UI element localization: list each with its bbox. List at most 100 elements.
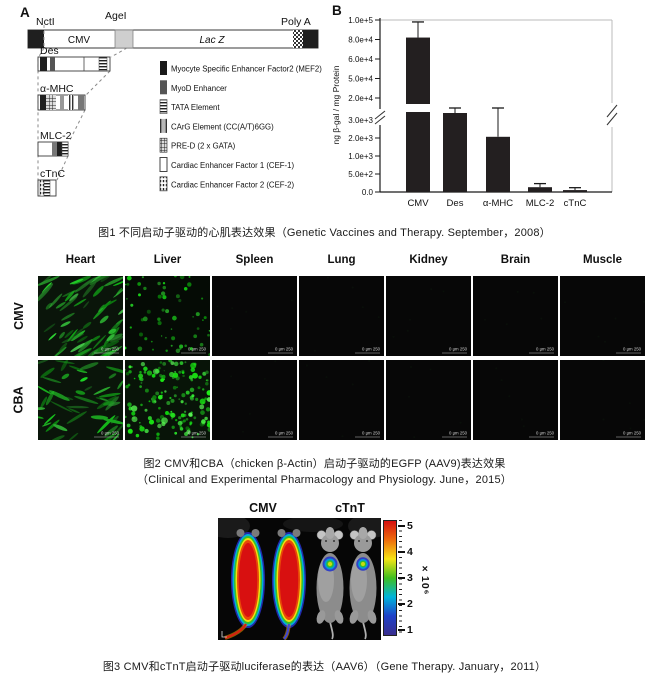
- scale-bar-text: 0 µm 250: [623, 431, 642, 436]
- legend-item-6: Cardiac Enhancer Factor 1 (CEF-1): [159, 157, 294, 172]
- micrograph-cba-kidney: 0 µm 250: [386, 360, 471, 440]
- row-label-cba: CBA: [4, 360, 34, 440]
- bar-α-MHC: [486, 136, 510, 192]
- y-tick-lower: 1.0e+3: [348, 152, 373, 161]
- micrograph-cba-heart: 0 µm 250: [38, 360, 123, 440]
- figure3-section: CMV cTnT 5 4 3 2 1 ×10⁶ 图3 CMV和cTnT启动子驱动luci…: [0, 497, 649, 692]
- axis-break-right: [606, 104, 618, 118]
- mouse-tail: [329, 621, 334, 640]
- sub-label-des: Des: [40, 45, 59, 57]
- colorbar-tick-mark: [398, 551, 405, 553]
- y-tick-upper: 6.0e+4: [348, 55, 373, 64]
- micrograph-cmv-muscle: 0 µm 250: [560, 276, 645, 356]
- group-label-cmv: CMV: [249, 501, 277, 515]
- mouse-cmv-1: [224, 529, 265, 640]
- scale-bar-text: 0 µm 250: [275, 431, 294, 436]
- micrograph-cmv-spleen: 0 µm 250: [212, 276, 297, 356]
- micrograph-image: 0 µm 250: [212, 276, 297, 356]
- panel-b-bar-chart: B 1.0e+5 8.0e+4 6.0e+4 5.0e+4 2.0e+4 3.0e+3 2.0…: [331, 3, 618, 209]
- micrograph-image: 0 µm 250: [299, 360, 384, 440]
- legend-item-2: MyoD Enhancer: [160, 80, 227, 95]
- right-cap: [303, 30, 318, 48]
- sub-label-mlc2: MLC-2: [40, 130, 72, 142]
- colorbar-tick-mark: [398, 629, 405, 631]
- micrograph-image: 0 µm 250: [38, 276, 123, 356]
- legend-label: Cardiac Enhancer Factor 1 (CEF-1): [171, 161, 294, 170]
- micrograph-grid: 0 µm 250 0 µm 250 0 µm 250 0 µm 250 0 µm 250…: [38, 276, 645, 440]
- bar-MLC-2: [528, 187, 552, 192]
- micrograph-image: 0 µm 250: [560, 360, 645, 440]
- figure2-section: Heart Liver Spleen Lung Kidney Brain Muscle CM…: [0, 252, 649, 497]
- figure1-section: A NctI AgeI Poly A CMV Lac Z Des α-MHC MLC-2 cTnC…: [0, 0, 649, 252]
- x-tick-label: MLC-2: [526, 198, 555, 209]
- row-label-cba-text: CBA: [12, 386, 26, 414]
- row-label-cmv: CMV: [4, 276, 34, 356]
- micrograph-image: 0 µm 250: [473, 276, 558, 356]
- figure2-caption-line2: （Clinical and Experimental Pharmacology …: [137, 474, 512, 486]
- colorbar-tick-label: 3: [407, 572, 413, 584]
- column-header-spleen: Spleen: [235, 254, 274, 266]
- scale-bar-text: 0 µm 250: [188, 431, 207, 436]
- agei-box: [114, 29, 134, 49]
- micrograph-cmv-brain: 0 µm 250: [473, 276, 558, 356]
- micrograph-cba-lung: 0 µm 250: [299, 360, 384, 440]
- y-tick-lower: 5.0e+2: [348, 170, 373, 179]
- site-polya: Poly A: [281, 16, 311, 28]
- axis-break-left: [374, 110, 386, 120]
- legend-item-5: PRE-D (2 x GATA): [159, 137, 236, 153]
- y-tick-upper: 2.0e+4: [348, 94, 373, 103]
- colorbar-tick-mark: [398, 525, 405, 527]
- micrograph-image: 0 µm 250: [560, 276, 645, 356]
- colorbar-tick-label: 4: [407, 546, 413, 558]
- legend-item-7: Cardiac Enhancer Factor 2 (CEF-2): [159, 176, 294, 192]
- scale-bar-text: 0 µm 250: [536, 431, 555, 436]
- legend-label: MyoD Enhancer: [171, 84, 227, 93]
- colorbar-tick-mark: [398, 577, 405, 579]
- colorbar-tick-label: 2: [407, 598, 413, 610]
- panel-a-label: A: [20, 5, 30, 20]
- colorbar-tick-mark: [398, 603, 405, 605]
- figure3-caption: 图3 CMV和cTnT启动子驱动luciferase的表达（AAV6）（Gene…: [102, 661, 547, 673]
- bioluminescence-mouse-image: [218, 518, 381, 640]
- site-agei: AgeI: [105, 10, 127, 22]
- micrograph-cmv-liver: 0 µm 250: [125, 276, 210, 356]
- corner-mark: [221, 631, 227, 638]
- micrograph-cba-spleen: 0 µm 250: [212, 360, 297, 440]
- column-header-heart: Heart: [65, 254, 96, 266]
- legend-label: Myocyte Specific Enhancer Factor2 (MEF2): [171, 65, 322, 74]
- y-tick-upper: 1.0e+5: [348, 16, 373, 25]
- mouse-ctnt-1: [316, 527, 344, 640]
- scale-bar-text: 0 µm 250: [449, 347, 468, 352]
- y-tick-upper: 5.0e+4: [348, 75, 373, 84]
- scale-bar-text: 0 µm 250: [362, 431, 381, 436]
- figure2-caption-line1: 图2 CMV和CBA（chicken β-Actin）启动子驱动的EGFP (A…: [143, 458, 506, 470]
- legend-label: CArG Element (CC(A/T)6GG): [171, 122, 274, 131]
- scale-bar-text: 0 µm 250: [188, 347, 207, 352]
- column-header-kidney: Kidney: [409, 254, 448, 266]
- micrograph-image: 0 µm 250: [38, 360, 123, 440]
- bar-CMV: [406, 37, 430, 192]
- axis-break-gap: [405, 104, 431, 112]
- scale-bar-text: 0 µm 250: [362, 347, 381, 352]
- column-header-liver: Liver: [153, 254, 182, 266]
- micrograph-cmv-kidney: 0 µm 250: [386, 276, 471, 356]
- column-header-brain: Brain: [500, 254, 531, 266]
- legend-item-1: Myocyte Specific Enhancer Factor2 (MEF2): [160, 61, 322, 75]
- micrograph-image: 0 µm 250: [125, 276, 210, 356]
- tissue-column-headers: Heart Liver Spleen Lung Kidney Brain Muscle: [38, 254, 645, 266]
- panel-a-construct-diagram: A NctI AgeI Poly A CMV Lac Z Des α-MHC MLC-2 cTnC…: [20, 5, 322, 197]
- micrograph-image: 0 µm 250: [299, 276, 384, 356]
- x-tick-label: Des: [447, 198, 464, 209]
- legend-label: Cardiac Enhancer Factor 2 (CEF-2): [171, 180, 294, 189]
- row-label-cmv-text: CMV: [12, 302, 26, 330]
- legend-label: TATA Element: [171, 103, 220, 112]
- bar-Des: [443, 113, 467, 192]
- x-tick-label: cTnC: [564, 198, 587, 209]
- column-header-lung: Lung: [327, 254, 356, 266]
- micrograph-cmv-lung: 0 µm 250: [299, 276, 384, 356]
- micrograph-image: 0 µm 250: [212, 360, 297, 440]
- y-axis-label: ng β-gal / mg Protein: [331, 65, 341, 144]
- des-bar: [37, 56, 111, 72]
- micrograph-cba-muscle: 0 µm 250: [560, 360, 645, 440]
